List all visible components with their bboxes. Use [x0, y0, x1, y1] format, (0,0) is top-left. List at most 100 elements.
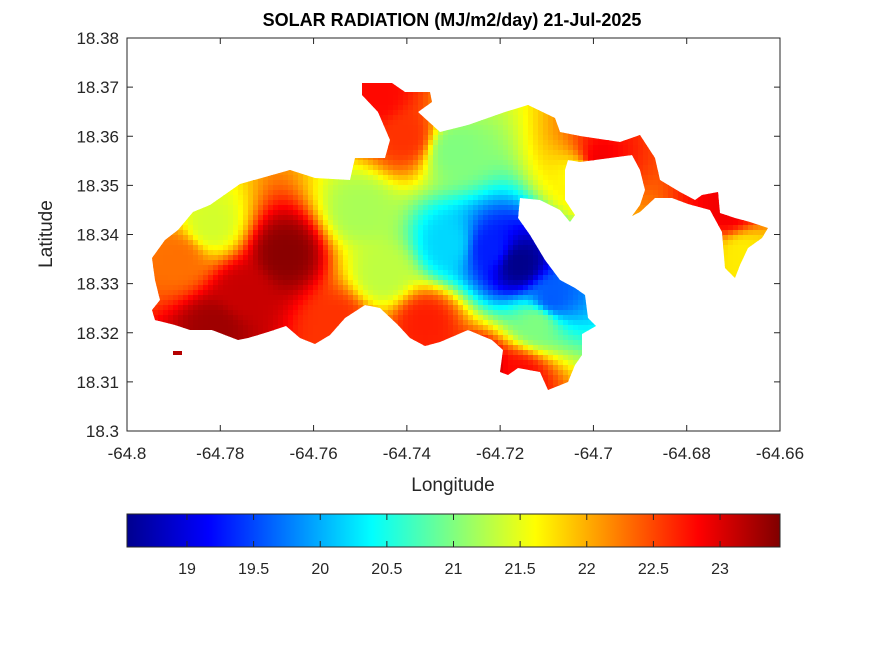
heatmap-cell: [408, 125, 414, 131]
heatmap-cell: [538, 255, 544, 261]
heatmap-cell: [518, 105, 524, 111]
heatmap-cell: [443, 185, 449, 191]
heatmap-cell: [463, 225, 469, 231]
heatmap-cell: [348, 180, 354, 186]
heatmap-cell: [253, 245, 259, 251]
heatmap-cell: [548, 120, 554, 126]
heatmap-cell: [443, 140, 449, 146]
heatmap-cell: [558, 185, 564, 191]
heatmap-cell: [428, 165, 434, 171]
heatmap-cell: [548, 145, 554, 151]
heatmap-cell: [433, 210, 439, 216]
heatmap-cell: [503, 140, 509, 146]
heatmap-cell: [228, 190, 234, 196]
heatmap-cell: [453, 140, 459, 146]
heatmap-cell: [648, 150, 654, 156]
heatmap-cell: [438, 150, 444, 156]
heatmap-cell: [203, 225, 209, 231]
heatmap-cell: [293, 265, 299, 271]
heatmap-cell: [683, 200, 689, 206]
heatmap-cell: [503, 170, 509, 176]
heatmap-cell: [313, 245, 319, 251]
heatmap-cell: [468, 145, 474, 151]
heatmap-cell: [243, 200, 249, 206]
heatmap-cell: [758, 235, 764, 241]
heatmap-cell: [413, 180, 419, 186]
heatmap-cell: [268, 225, 274, 231]
heatmap-cell: [363, 245, 369, 251]
heatmap-cell: [433, 260, 439, 266]
heatmap-cell: [498, 115, 504, 121]
heatmap-cell: [728, 220, 734, 226]
heatmap-cell: [183, 240, 189, 246]
heatmap-cell: [463, 245, 469, 251]
heatmap-cell: [508, 230, 514, 236]
heatmap-cell: [383, 105, 389, 111]
heatmap-cell: [408, 245, 414, 251]
heatmap-cell: [263, 265, 269, 271]
heatmap-cell: [333, 250, 339, 256]
heatmap-cell: [413, 165, 419, 171]
heatmap-cell: [463, 235, 469, 241]
heatmap-cell: [408, 195, 414, 201]
heatmap-cell: [518, 155, 524, 161]
heatmap-cell: [303, 205, 309, 211]
heatmap-cell: [263, 180, 269, 186]
heatmap-cell: [193, 265, 199, 271]
heatmap-cell: [478, 230, 484, 236]
heatmap-cell: [508, 205, 514, 211]
heatmap-cell: [488, 175, 494, 181]
heatmap-cell: [393, 180, 399, 186]
heatmap-cell: [323, 270, 329, 276]
heatmap-cell: [543, 150, 549, 156]
heatmap-cell: [518, 270, 524, 276]
heatmap-cell: [213, 235, 219, 241]
heatmap-cell: [378, 190, 384, 196]
heatmap-cell: [443, 230, 449, 236]
heatmap-cell: [243, 250, 249, 256]
heatmap-cell: [238, 195, 244, 201]
heatmap-cell: [263, 260, 269, 266]
heatmap-cell: [398, 210, 404, 216]
heatmap-cell: [573, 135, 579, 141]
heatmap-cell: [293, 175, 299, 181]
heatmap-cell: [233, 220, 239, 226]
heatmap-cell: [278, 245, 284, 251]
heatmap-cell: [258, 220, 264, 226]
heatmap-cell: [463, 255, 469, 261]
heatmap-cell: [553, 175, 559, 181]
heatmap-cell: [173, 260, 179, 266]
heatmap-cell: [558, 195, 564, 201]
heatmap-cell: [248, 255, 254, 261]
heatmap-cell: [713, 215, 719, 221]
heatmap-cell: [278, 205, 284, 211]
heatmap-cell: [233, 195, 239, 201]
heatmap-cell: [383, 175, 389, 181]
heatmap-cell: [433, 275, 439, 281]
heatmap-cell: [503, 235, 509, 241]
heatmap-cell: [508, 140, 514, 146]
heatmap-cell: [293, 185, 299, 191]
heatmap-cell: [653, 185, 659, 191]
heatmap-cell: [423, 275, 429, 281]
heatmap-cell: [383, 235, 389, 241]
heatmap-cell: [393, 130, 399, 136]
heatmap-cell: [278, 215, 284, 221]
heatmap-cell: [438, 210, 444, 216]
heatmap-cell: [278, 240, 284, 246]
heatmap-cell: [178, 240, 184, 246]
heatmap-cell: [263, 240, 269, 246]
heatmap-cell: [533, 160, 539, 166]
heatmap-cell: [453, 165, 459, 171]
heatmap-cell: [233, 235, 239, 241]
heatmap-cell: [488, 155, 494, 161]
heatmap-cell: [203, 235, 209, 241]
heatmap-cell: [373, 200, 379, 206]
heatmap-cell: [438, 180, 444, 186]
heatmap-cell: [423, 270, 429, 276]
heatmap-cell: [553, 150, 559, 156]
heatmap-cell: [478, 210, 484, 216]
heatmap-cell: [428, 125, 434, 131]
heatmap-cell: [508, 190, 514, 196]
heatmap-cell: [493, 200, 499, 206]
